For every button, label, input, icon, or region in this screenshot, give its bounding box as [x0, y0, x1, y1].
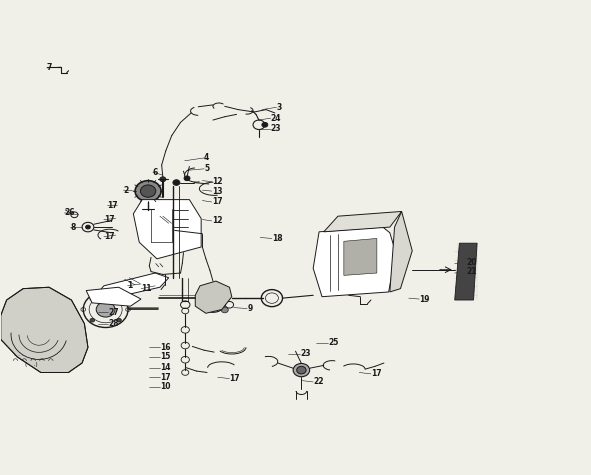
Circle shape	[184, 176, 190, 180]
Text: 10: 10	[160, 382, 170, 391]
Circle shape	[151, 230, 158, 236]
Text: 26: 26	[64, 209, 75, 218]
Text: 13: 13	[212, 187, 222, 196]
Polygon shape	[324, 211, 402, 232]
Circle shape	[297, 366, 306, 374]
Polygon shape	[1, 287, 88, 372]
Text: 17: 17	[104, 215, 115, 224]
Text: 5: 5	[204, 164, 209, 173]
Text: 16: 16	[160, 343, 170, 352]
Text: 12: 12	[212, 217, 222, 226]
Polygon shape	[134, 200, 201, 259]
Text: 23: 23	[300, 349, 311, 358]
Text: 19: 19	[420, 294, 430, 304]
Text: 12: 12	[212, 177, 222, 186]
Text: 8: 8	[70, 223, 76, 232]
Text: ( . .): ( . .)	[25, 362, 38, 367]
Polygon shape	[344, 238, 377, 276]
Circle shape	[141, 185, 156, 197]
Circle shape	[160, 177, 166, 181]
Text: 7: 7	[47, 64, 52, 73]
Circle shape	[90, 318, 95, 322]
Text: 6: 6	[153, 168, 158, 177]
Text: 4: 4	[204, 153, 209, 162]
Text: 9: 9	[247, 304, 252, 313]
Text: 17: 17	[107, 201, 118, 210]
Text: 3: 3	[277, 103, 282, 112]
Text: 17: 17	[104, 232, 115, 241]
Circle shape	[221, 307, 228, 313]
Text: 2: 2	[124, 186, 129, 195]
Text: 18: 18	[272, 234, 282, 243]
Text: 17: 17	[371, 370, 382, 379]
Text: 22: 22	[313, 378, 324, 387]
Text: 25: 25	[328, 338, 338, 347]
Text: . . .: . . .	[14, 352, 24, 358]
Text: 17: 17	[212, 198, 222, 207]
Text: 27: 27	[108, 308, 119, 317]
Polygon shape	[313, 227, 396, 297]
Circle shape	[116, 297, 121, 301]
Circle shape	[116, 318, 121, 322]
Polygon shape	[390, 211, 413, 292]
Text: 11: 11	[141, 284, 151, 293]
Circle shape	[90, 297, 95, 301]
Polygon shape	[195, 281, 232, 314]
Polygon shape	[86, 287, 141, 306]
Text: 24: 24	[271, 114, 281, 123]
Circle shape	[262, 123, 268, 127]
Text: 23: 23	[271, 124, 281, 133]
Text: 17: 17	[160, 373, 171, 382]
Polygon shape	[454, 243, 477, 300]
Circle shape	[293, 363, 310, 377]
Text: 21: 21	[466, 267, 477, 276]
Circle shape	[173, 180, 180, 185]
Text: 15: 15	[160, 352, 170, 361]
Polygon shape	[100, 273, 169, 295]
Circle shape	[96, 302, 115, 317]
Circle shape	[164, 237, 168, 240]
Text: 14: 14	[160, 363, 170, 372]
Text: 1: 1	[128, 281, 133, 290]
Text: 17: 17	[229, 374, 240, 383]
Text: 28: 28	[108, 319, 119, 328]
Circle shape	[86, 225, 90, 229]
Text: 20: 20	[466, 257, 477, 266]
Circle shape	[135, 180, 161, 201]
